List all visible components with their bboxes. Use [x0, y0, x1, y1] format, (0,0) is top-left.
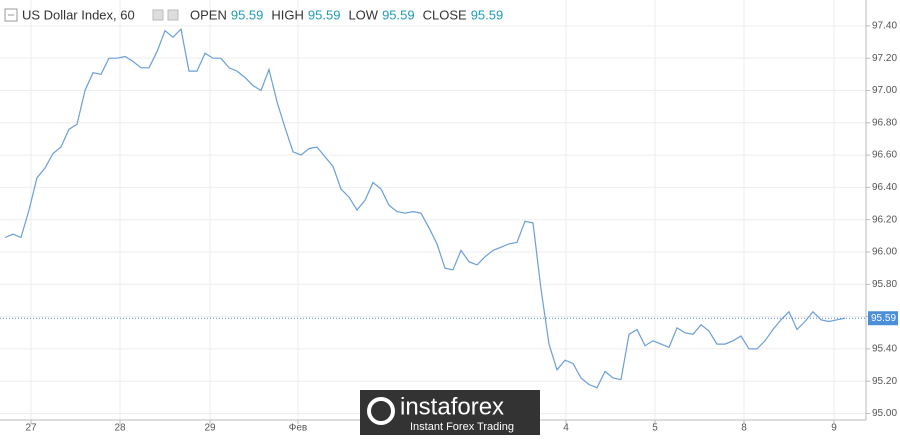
x-tick-label: 27 [25, 423, 37, 434]
y-tick-label: 95.20 [872, 376, 897, 387]
menu-icon[interactable] [4, 8, 18, 22]
y-tick-label: 96.00 [872, 247, 897, 258]
ohlc-label: OPEN [190, 7, 227, 22]
ohlc-label: HIGH [271, 7, 304, 22]
ohlc-values: OPEN 95.59 HIGH 95.59 LOW 95.59 CLOSE 95.59 [190, 7, 503, 22]
x-tick-label: 28 [114, 423, 126, 434]
grid [0, 0, 866, 420]
y-tick-label: 97.00 [872, 85, 897, 96]
y-tick-label: 95.40 [872, 344, 897, 355]
last-price-label: 95.59 [871, 313, 896, 324]
close-icon[interactable] [167, 9, 179, 21]
ohlc-label: LOW [348, 7, 378, 22]
ohlc-value: 95.59 [471, 7, 504, 22]
x-tick-label: 9 [831, 423, 837, 434]
y-tick-label: 95.80 [872, 279, 897, 290]
x-tick-label: 29 [204, 423, 216, 434]
plot [0, 27, 866, 389]
x-tick-label: 4 [563, 423, 569, 434]
y-tick-label: 97.40 [872, 20, 897, 31]
x-tick-label: 5 [652, 423, 658, 434]
y-tick-label: 96.80 [872, 117, 897, 128]
y-tick-label: 96.60 [872, 150, 897, 161]
ohlc-value: 95.59 [308, 7, 341, 22]
last-price-tag [868, 311, 898, 326]
plot-area [0, 0, 866, 420]
y-tick-label: 96.40 [872, 182, 897, 193]
y-tick-label: 97.20 [872, 53, 897, 64]
watermark-logo [367, 397, 395, 425]
y-tick-label: 95.00 [872, 408, 897, 419]
symbol-title: US Dollar Index, 60 [22, 7, 135, 22]
ohlc-value: 95.59 [382, 7, 415, 22]
watermark-box [360, 390, 540, 435]
x-tick-label: 8 [741, 423, 747, 434]
ohlc-label: CLOSE [423, 7, 467, 22]
x-tick-label: Фев [289, 423, 307, 434]
price-line [4, 27, 846, 389]
watermark: instaforex Instant Forex Trading [360, 390, 540, 435]
watermark-brand: instaforex [400, 393, 504, 420]
watermark-tagline: Instant Forex Trading [410, 421, 514, 433]
ohlc-value: 95.59 [231, 7, 264, 22]
settings-icon[interactable] [152, 9, 164, 21]
y-tick-label: 96.20 [872, 214, 897, 225]
